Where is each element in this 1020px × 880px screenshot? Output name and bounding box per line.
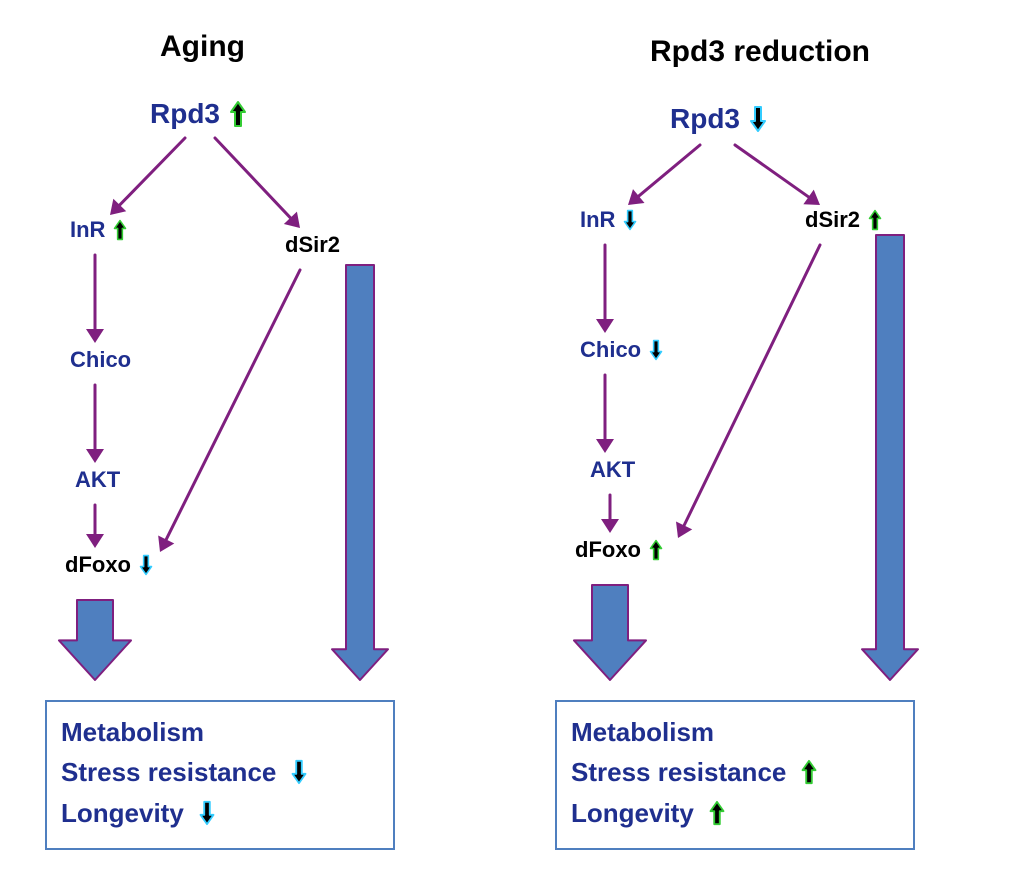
outcome-line: Metabolism [571,712,899,752]
node-label: AKT [75,467,120,493]
node-label: Chico [70,347,131,373]
outcome-text: Metabolism [571,712,714,752]
down-arrow-icon [286,759,312,785]
node-label: Rpd3 [150,98,220,130]
node-label: InR [580,207,615,233]
node-label: dSir2 [805,207,860,233]
node-aging-dfoxo: dFoxo [65,552,157,578]
node-rpd3_reduction-dfoxo: dFoxo [575,537,667,563]
node-aging-chico: Chico [70,347,131,373]
up-arrow-icon [864,209,886,231]
outcome-line: Longevity [571,793,899,833]
up-arrow-icon [645,539,667,561]
outcome-text: Metabolism [61,712,204,752]
down-arrow-icon [194,800,220,826]
node-aging-dsir2: dSir2 [285,232,340,258]
node-rpd3_reduction-dsir2: dSir2 [805,207,886,233]
down-arrow-icon [135,554,157,576]
outcome-box-aging: MetabolismStress resistanceLongevity [45,700,395,850]
outcome-box-rpd3_reduction: MetabolismStress resistanceLongevity [555,700,915,850]
outcome-text: Longevity [61,793,184,833]
node-rpd3_reduction-rpd3: Rpd3 [670,103,772,135]
outcome-line: Stress resistance [61,752,379,792]
node-label: Rpd3 [670,103,740,135]
outcome-line: Metabolism [61,712,379,752]
node-label: AKT [590,457,635,483]
node-rpd3_reduction-akt: AKT [590,457,635,483]
down-arrow-icon [619,209,641,231]
up-arrow-icon [796,759,822,785]
up-arrow-icon [224,100,252,128]
up-arrow-icon [109,219,131,241]
outcome-text: Stress resistance [571,752,786,792]
node-label: InR [70,217,105,243]
node-label: Chico [580,337,641,363]
title-aging: Aging [160,30,245,64]
outcome-text: Stress resistance [61,752,276,792]
node-label: dFoxo [575,537,641,563]
up-arrow-icon [704,800,730,826]
node-aging-inr: InR [70,217,131,243]
node-rpd3_reduction-chico: Chico [580,337,667,363]
outcome-line: Longevity [61,793,379,833]
outcome-text: Longevity [571,793,694,833]
panel-rpd3_reduction: Rpd3 reduction Rpd3 InR dSir2 Chico AKT dFoxo M… [520,0,1020,880]
title-rpd3_reduction: Rpd3 reduction [650,35,870,69]
node-label: dSir2 [285,232,340,258]
panel-aging: Aging Rpd3 InR dSir2 Chico AKT dFoxo Metabolism… [0,0,510,880]
down-arrow-icon [645,339,667,361]
node-label: dFoxo [65,552,131,578]
down-arrow-icon [744,105,772,133]
node-aging-akt: AKT [75,467,120,493]
node-aging-rpd3: Rpd3 [150,98,252,130]
outcome-line: Stress resistance [571,752,899,792]
node-rpd3_reduction-inr: InR [580,207,641,233]
